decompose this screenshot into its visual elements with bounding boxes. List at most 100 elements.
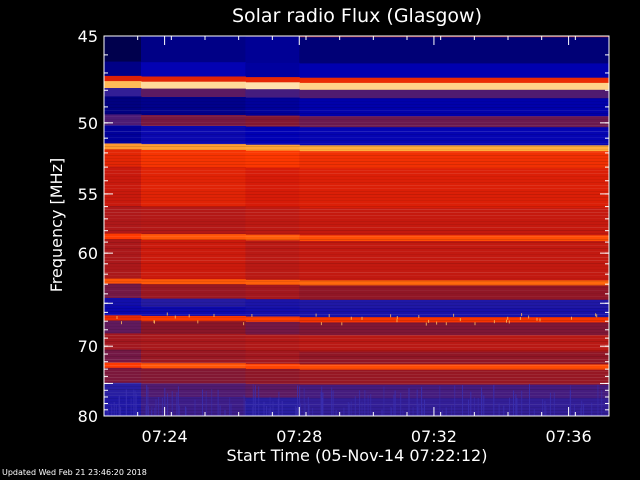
burst-blip [508,320,510,324]
spectral-striation [104,158,609,159]
spectral-band [104,233,142,240]
interference-streak [477,397,479,416]
interference-streak [601,390,603,416]
spectral-striation [104,116,609,117]
spectral-striation [104,284,609,285]
spectral-band [245,350,300,365]
spectral-striation [104,209,609,210]
burst-blip [361,316,363,320]
interference-streak [573,404,575,416]
interference-streak [158,397,160,416]
interference-streak [146,384,148,416]
spectral-striation [104,308,609,309]
spectral-striation [104,410,609,411]
spectral-band [141,350,246,364]
interference-streak [521,390,523,416]
spectral-band [104,96,142,115]
spectral-band [141,126,246,145]
burst-blip [320,322,322,326]
interference-streak [266,405,268,416]
interference-streak [254,385,256,416]
interference-streak [185,407,187,416]
interference-streak [251,406,253,416]
spectral-band [299,317,609,323]
spectral-striation [104,185,609,186]
spectral-band [245,167,300,208]
interference-streak [151,410,152,416]
spectral-striation [104,365,609,366]
spectral-band [299,384,609,399]
spectral-band [299,151,609,169]
spectral-striation [104,122,609,123]
interference-streak [503,405,505,416]
spectral-band [141,76,246,83]
spectral-band [141,363,246,369]
spectral-striation [104,272,609,273]
spectral-band [104,88,142,97]
spectral-striation [104,356,609,357]
spectral-striation [104,194,609,195]
spectral-band [299,98,609,117]
interference-streak [542,399,544,416]
burst-blip [507,316,509,320]
interference-streak [416,389,418,416]
spectral-band [104,349,142,364]
interference-streak [348,403,350,416]
interference-streak [468,399,470,416]
y-tick-label: 60 [78,244,98,263]
x-tick-label: 07:28 [276,427,322,446]
spectral-band [299,63,609,79]
interference-streak [545,405,547,416]
spectral-striation [104,368,609,369]
interference-streak [422,407,424,416]
spectral-band [141,150,246,168]
spectral-band [141,279,246,285]
spectral-band [104,367,142,384]
interference-streak [110,403,112,416]
spectral-band [299,77,609,84]
spectral-striation [104,260,609,261]
interference-streak [106,407,108,416]
burst-blip [390,314,392,318]
interference-streak [176,392,178,416]
interference-streak [321,398,323,416]
interference-streak [553,392,555,416]
interference-streak [202,389,203,416]
spectral-striation [104,353,609,354]
spectral-striation [104,371,609,372]
interference-streak [445,407,447,416]
spectral-striation [104,245,609,246]
interference-streak [370,394,372,416]
interference-streak [439,386,441,416]
spectral-band [104,362,142,369]
spectral-striation [104,176,609,177]
spectral-band [104,114,142,126]
interference-streak [272,401,274,416]
spectral-striation [104,347,609,348]
interference-streak [347,402,349,416]
spectral-band [104,149,142,167]
x-tick-label: 07:32 [411,427,457,446]
spectral-striation [104,281,609,282]
spectral-striation [104,215,609,216]
spectral-striation [104,239,609,240]
spectral-striation [104,332,609,333]
spectral-band [141,62,246,77]
spectral-band [245,363,300,370]
interference-streak [300,403,301,416]
spectral-band [299,37,609,64]
spectral-striation [104,131,609,132]
interference-streak [394,390,396,416]
interference-streak [383,386,385,416]
spectral-striation [104,407,609,408]
spectral-striation [104,134,609,135]
spectral-band [299,127,609,146]
x-axis: 07:24 07:28 07:32 07:36 [103,36,610,446]
burst-blip [188,314,190,318]
burst-blip [445,322,447,326]
spectral-band [299,285,609,301]
spectral-striation [104,152,609,153]
spectral-band [104,166,142,207]
spectral-striation [104,254,609,255]
interference-streak [253,389,255,416]
